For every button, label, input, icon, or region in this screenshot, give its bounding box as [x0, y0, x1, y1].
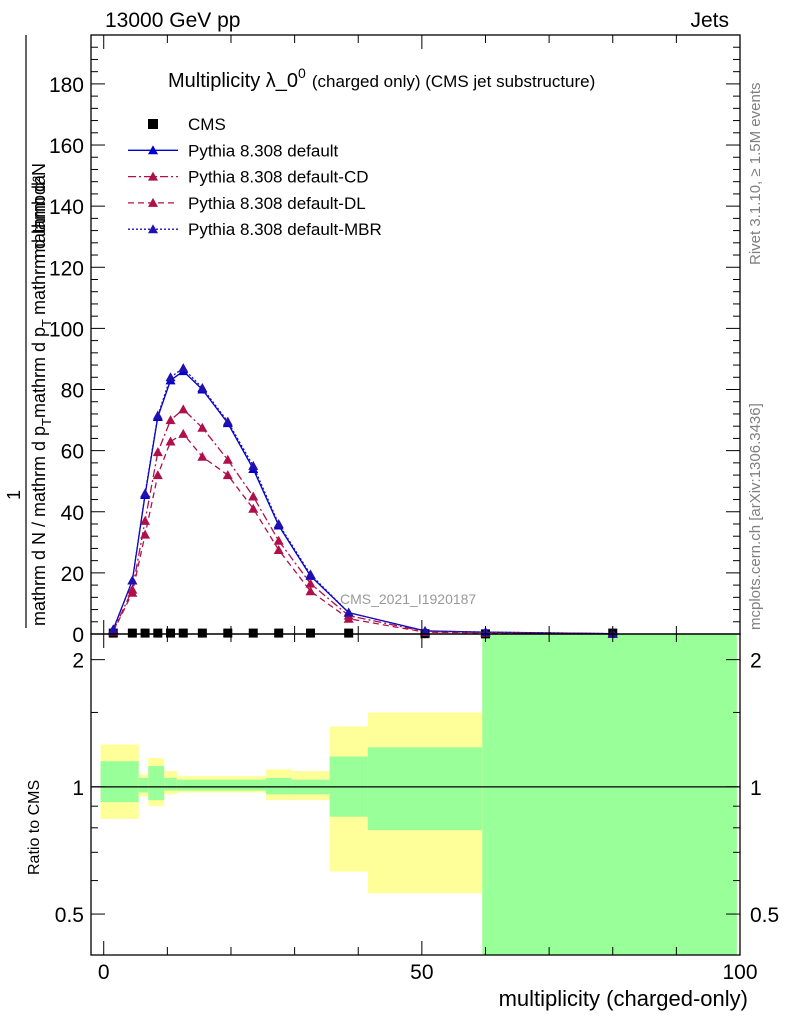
- cms-point-11: [344, 628, 354, 638]
- xtick-label-0: 0: [98, 961, 110, 984]
- ylabel-numerator: mathrm d²N: [29, 163, 49, 258]
- series-4-marker-4: [165, 372, 176, 382]
- series-2-marker-5: [178, 404, 189, 414]
- ratio-band-green-0: [100, 761, 139, 803]
- ratio-band-green-2: [148, 766, 165, 801]
- plot-frames: [90, 34, 741, 956]
- series-3-marker-6: [197, 451, 208, 461]
- ratio-ytick-label-left-1: 1: [72, 777, 84, 800]
- legend-marker-0: [148, 119, 158, 129]
- series-3-marker-8: [248, 503, 259, 513]
- legend-label-3: Pythia 8.308 default-DL: [188, 194, 366, 213]
- series-3-marker-9: [273, 544, 284, 554]
- series-2-marker-7: [222, 454, 233, 464]
- series-3-marker-5: [178, 428, 189, 438]
- xtick-label-50: 50: [410, 961, 433, 984]
- main-ytick-label-120: 120: [49, 257, 84, 280]
- legend: CMS Pythia 8.308 default Pythia 8.308 defa…: [128, 115, 382, 239]
- cms-point-9: [274, 628, 284, 638]
- series-4-marker-1: [127, 575, 138, 585]
- ratio-ytick-label-right-2: 2: [750, 650, 762, 673]
- main-ytick-label-0: 0: [72, 624, 84, 647]
- mcplots-label: mcplots.cern.ch [arXiv:1306.3436]: [747, 403, 764, 630]
- legend-marker-4: [148, 224, 158, 234]
- series-3-marker-10: [305, 586, 316, 596]
- main-ytick-label-60: 60: [61, 441, 84, 464]
- cms-point-6: [197, 628, 207, 638]
- series-4-marker-11: [343, 607, 354, 617]
- series-3-marker-1: [127, 587, 138, 597]
- series-3-marker-4: [165, 436, 176, 446]
- series-4-marker-9: [273, 518, 284, 528]
- legend-marker-1: [148, 145, 158, 155]
- main-plot-series: [108, 363, 618, 639]
- ratio-plot-frame: [90, 633, 741, 956]
- xtick-label-100: 100: [722, 961, 757, 984]
- series-4-marker-5: [178, 363, 189, 373]
- cms-point-8: [248, 628, 258, 638]
- main-ytick-label-40: 40: [61, 502, 84, 525]
- analysis-label: CMS_2021_I1920187: [340, 591, 476, 607]
- main-ytick-label-140: 140: [49, 196, 84, 219]
- legend-label-1: Pythia 8.308 default: [188, 141, 339, 160]
- series-3-marker-11: [343, 613, 354, 623]
- series-2-marker-3: [152, 447, 163, 457]
- ratio-ytick-label-right-0.5: 0.5: [750, 904, 779, 927]
- cms-point-1: [127, 628, 137, 638]
- series-4-marker-10: [305, 569, 316, 579]
- ylabel-one: 1: [4, 490, 24, 500]
- legend-label-4: Pythia 8.308 default-MBR: [188, 220, 382, 239]
- series-4-marker-0: [108, 624, 119, 634]
- ratio-band-green-4: [176, 779, 266, 791]
- main-ytick-label-160: 160: [49, 135, 84, 158]
- ratio-band-green-3: [164, 777, 177, 791]
- series-4-marker-7: [222, 416, 233, 426]
- series-2-marker-9: [273, 535, 284, 545]
- series-4-marker-8: [248, 460, 259, 470]
- series-3-marker-7: [222, 470, 233, 480]
- main-ytick-label-20: 20: [61, 563, 84, 586]
- main-y-axis-title: 1 mathrm d N / mathrm d pTmathrm d pTmat…: [4, 35, 54, 628]
- ratio-band-green-5: [265, 777, 292, 795]
- series-4-marker-2: [140, 488, 151, 498]
- series-2-marker-6: [197, 422, 208, 432]
- ratio-ytick-label-left-2: 2: [72, 650, 84, 673]
- series-4-marker-6: [197, 382, 208, 392]
- cms-point-3: [153, 628, 163, 638]
- series-2-marker-8: [248, 491, 259, 501]
- ratio-bands: [91, 634, 740, 955]
- chart-title: Multiplicity λ_00 (charged only) (CMS jet…: [168, 65, 595, 92]
- ylabel-denominator: mathrm d N / mathrm d pTmathrm d pTmathr…: [29, 174, 54, 626]
- series-2-marker-4: [165, 415, 176, 425]
- legend-marker-3: [148, 197, 158, 207]
- cms-point-7: [223, 628, 233, 638]
- axis-ticks: 0 20 40 60 80 100 120 140 160 180 0 50 100 0.5 0.5 1 1 2 2: [49, 35, 779, 984]
- ratio-ytick-label-right-1: 1: [750, 777, 762, 800]
- series-2-marker-10: [305, 578, 316, 588]
- series-4-marker-3: [152, 410, 163, 420]
- series-3-marker-3: [152, 470, 163, 480]
- header-right: Jets: [690, 9, 729, 32]
- series-3-marker-2: [140, 529, 151, 539]
- header-left: 13000 GeV pp: [105, 9, 240, 32]
- main-ytick-label-180: 180: [49, 74, 84, 97]
- ratio-band-green-9: [482, 634, 737, 955]
- series-4-marker-12: [420, 625, 431, 635]
- ratio-ytick-label-left-0.5: 0.5: [55, 904, 84, 927]
- cms-point-5: [178, 628, 188, 638]
- legend-label-2: Pythia 8.308 default-CD: [188, 168, 369, 187]
- cms-point-10: [306, 628, 316, 638]
- ratio-band-green-1: [138, 777, 149, 793]
- ratio-band-green-8: [367, 747, 483, 831]
- cms-point-2: [140, 628, 150, 638]
- ratio-y-axis-title: Ratio to CMS: [26, 780, 43, 875]
- x-axis-title: multiplicity (charged-only): [499, 986, 748, 1011]
- rivet-version-label: Rivet 3.1.10, ≥ 1.5M events: [747, 83, 764, 266]
- main-ytick-label-100: 100: [49, 318, 84, 341]
- cms-point-4: [166, 628, 176, 638]
- legend-marker-2: [148, 171, 158, 181]
- legend-label-0: CMS: [188, 115, 226, 134]
- main-ytick-label-80: 80: [61, 380, 84, 403]
